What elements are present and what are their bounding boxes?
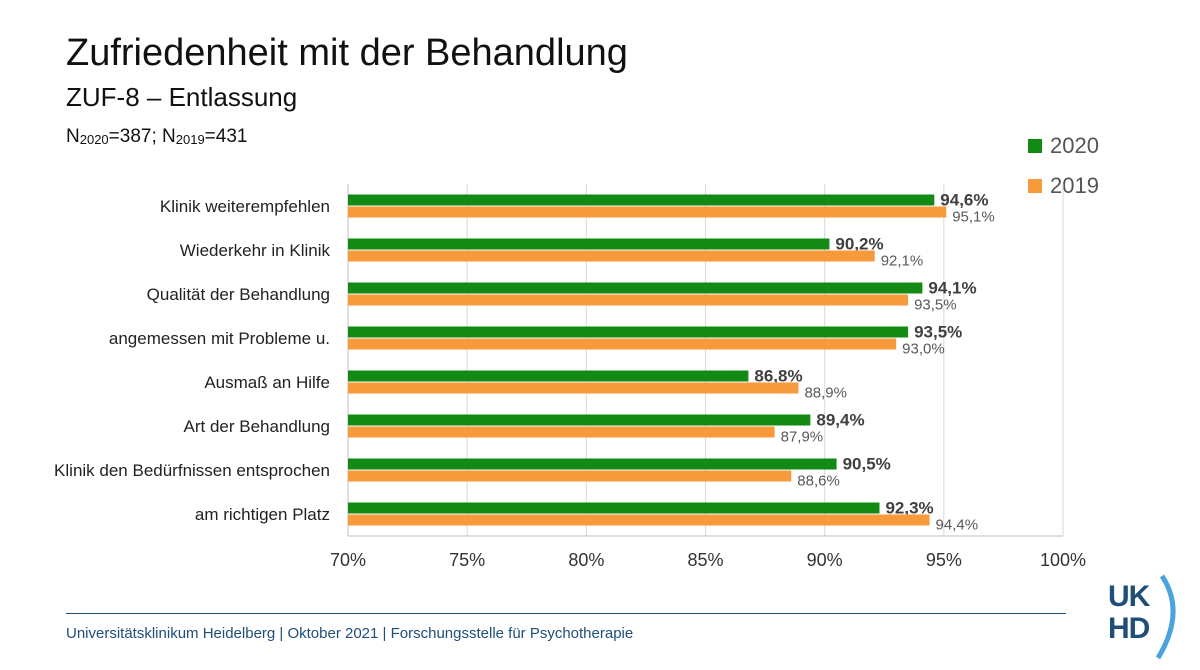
bar-2019 <box>348 294 909 306</box>
data-label-2019: 92,1% <box>881 253 924 270</box>
logo-text-uk: UK <box>1108 580 1150 613</box>
legend-swatch-2020 <box>1028 139 1042 153</box>
bar-2020 <box>348 502 880 514</box>
bar-2020 <box>348 414 811 426</box>
data-label-2019: 88,9% <box>804 385 847 402</box>
data-label-2020: 90,2% <box>835 235 883 254</box>
legend-item-2019: 2019 <box>1028 166 1099 206</box>
legend-label-2020: 2020 <box>1050 133 1099 158</box>
category-label: Art der Behandlung <box>184 417 331 436</box>
n-prefix-2020: N <box>66 126 80 147</box>
x-tick-label: 80% <box>568 550 604 570</box>
x-tick-label: 90% <box>807 550 843 570</box>
category-label: am richtigen Platz <box>195 505 330 524</box>
category-label: Qualität der Behandlung <box>147 285 330 304</box>
legend-swatch-2019 <box>1028 179 1042 193</box>
n-value-2020: =387; <box>108 126 163 147</box>
bar-2019 <box>348 382 799 394</box>
category-label: Ausmaß an Hilfe <box>204 373 330 392</box>
n-sub-2019: 2019 <box>175 132 205 147</box>
footer-divider <box>66 613 1066 614</box>
category-label: Klinik weiterempfehlen <box>160 197 330 216</box>
x-tick-label: 70% <box>330 550 366 570</box>
logo-arc-icon <box>1155 574 1176 660</box>
bar-2020 <box>348 458 837 470</box>
category-label: Wiederkehr in Klinik <box>180 241 331 260</box>
data-label-2020: 93,5% <box>914 323 962 342</box>
data-label-2019: 87,9% <box>781 429 824 446</box>
data-label-2020: 86,8% <box>754 367 802 386</box>
data-label-2019: 88,6% <box>797 473 840 490</box>
bar-2020 <box>348 370 749 382</box>
bar-2020 <box>348 282 923 294</box>
x-tick-label: 95% <box>926 550 962 570</box>
legend-label-2019: 2019 <box>1050 173 1099 198</box>
category-label: Klinik den Bedürfnissen entsprochen <box>54 461 330 480</box>
bar-2019 <box>348 426 775 438</box>
logo-text-hd: HD <box>1108 612 1150 645</box>
n-sub-2020: 2020 <box>79 132 109 147</box>
bar-2020 <box>348 326 909 338</box>
data-label-2020: 89,4% <box>816 411 864 430</box>
category-label: angemessen mit Probleme u. <box>109 329 330 348</box>
footer-text: Universitätsklinikum Heidelberg | Oktobe… <box>66 625 634 642</box>
bar-2019 <box>348 514 930 526</box>
ukhd-logo: UK HD <box>1104 572 1184 662</box>
bar-2019 <box>348 250 875 262</box>
data-label-2020: 94,6% <box>940 191 988 210</box>
chart-subtitle: ZUF-8 – Entlassung <box>66 82 298 112</box>
bar-2020 <box>348 238 830 250</box>
bar-2019 <box>348 206 947 218</box>
data-label-2019: 95,1% <box>952 209 995 226</box>
x-tick-label: 100% <box>1040 550 1086 570</box>
chart-title: Zufriedenheit mit der Behandlung <box>66 32 628 74</box>
data-label-2019: 94,4% <box>936 517 979 534</box>
data-label-2019: 93,5% <box>914 297 957 314</box>
data-label-2020: 90,5% <box>843 455 891 474</box>
data-label-2020: 94,1% <box>928 279 976 298</box>
bar-2019 <box>348 470 792 482</box>
legend-item-2020: 2020 <box>1028 126 1099 166</box>
n-prefix-2019: N <box>162 126 176 147</box>
x-tick-label: 85% <box>687 550 723 570</box>
chart-legend: 2020 2019 <box>1028 126 1099 206</box>
x-tick-label: 75% <box>449 550 485 570</box>
n-value-2019: =431 <box>204 126 248 147</box>
bar-2020 <box>348 194 935 206</box>
bar-chart: 70% 75% 80% 85% 90% 95% 100% Klinik weiterempfe… <box>54 184 1086 570</box>
data-label-2019: 93,0% <box>902 341 945 358</box>
bar-2019 <box>348 338 897 350</box>
sample-size-note: N2020=387; N2019=431 <box>66 126 247 148</box>
data-label-2020: 92,3% <box>885 499 933 518</box>
